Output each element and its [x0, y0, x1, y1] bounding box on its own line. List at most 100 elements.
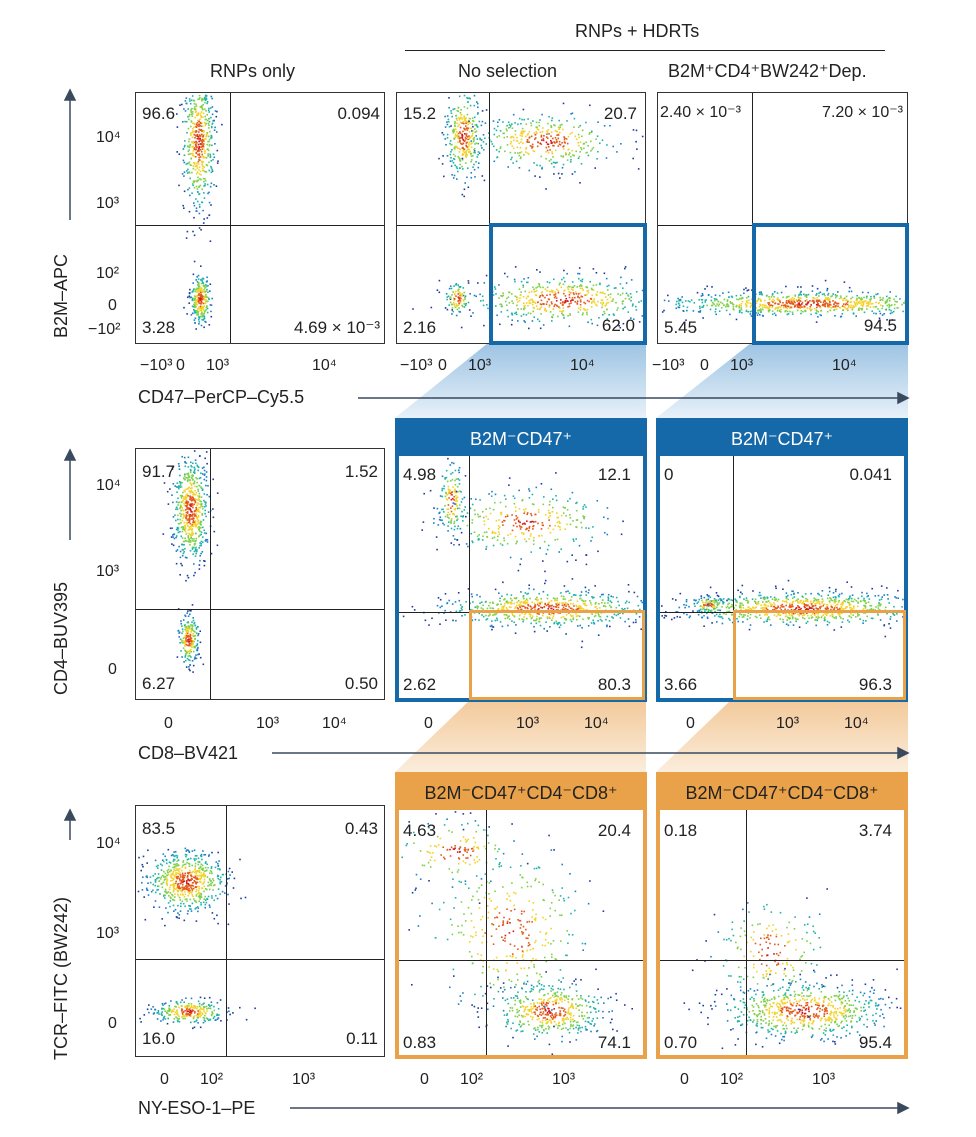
event-dot — [209, 324, 211, 326]
event-dot — [543, 135, 545, 137]
event-dot — [200, 113, 202, 115]
event-dot — [478, 143, 480, 145]
event-dot — [555, 162, 557, 164]
event-dot — [552, 511, 554, 513]
event-dot — [191, 628, 193, 630]
event-dot — [520, 147, 522, 149]
event-dot — [584, 504, 586, 506]
event-dot — [522, 128, 524, 130]
event-dot — [466, 133, 468, 135]
event-dot — [192, 123, 194, 125]
event-dot — [569, 592, 571, 594]
event-dot — [206, 476, 208, 478]
event-dot — [186, 488, 188, 490]
event-dot — [202, 210, 204, 212]
event-dot — [574, 118, 576, 120]
event-dot — [184, 625, 186, 627]
event-dot — [727, 304, 729, 306]
event-dot — [461, 615, 463, 617]
event-dot — [451, 499, 453, 501]
event-dot — [556, 512, 558, 514]
event-dot — [447, 137, 449, 139]
event-dot — [571, 596, 573, 598]
event-dot — [535, 598, 537, 600]
event-dot — [457, 284, 459, 286]
event-dot — [533, 162, 535, 164]
event-dot — [187, 575, 189, 577]
event-dot — [201, 309, 203, 311]
event-dot — [610, 606, 612, 608]
event-dot — [454, 529, 456, 531]
event-dot — [453, 129, 455, 131]
event-dot — [455, 470, 457, 472]
event-dot — [210, 107, 212, 109]
event-dot — [205, 516, 207, 518]
event-dot — [521, 139, 523, 141]
event-dot — [192, 540, 194, 542]
event-dot — [206, 463, 208, 465]
event-dot — [180, 484, 182, 486]
event-dot — [183, 528, 185, 530]
event-dot — [203, 467, 205, 469]
event-dot — [194, 470, 196, 472]
event-dot — [580, 147, 582, 149]
event-dot — [456, 123, 458, 125]
event-dot — [468, 122, 470, 124]
event-dot — [199, 564, 201, 566]
event-dot — [471, 142, 473, 144]
event-dot — [621, 534, 623, 536]
event-dot — [457, 486, 459, 488]
event-dot — [193, 150, 195, 152]
event-dot — [452, 472, 454, 474]
event-dot — [457, 156, 459, 158]
event-dot — [176, 151, 178, 153]
event-dot — [459, 467, 461, 469]
event-dot — [590, 602, 592, 604]
event-dot — [569, 514, 571, 516]
event-dot — [194, 109, 196, 111]
event-dot — [214, 157, 216, 159]
event-dot — [628, 591, 630, 593]
event-dot — [186, 103, 188, 105]
x-tick: 10³ — [468, 358, 491, 374]
event-dot — [553, 597, 555, 599]
event-dot — [189, 491, 191, 493]
event-dot — [461, 327, 463, 329]
event-dot — [182, 555, 184, 557]
event-dot — [498, 151, 500, 153]
event-dot — [454, 489, 456, 491]
event-dot — [185, 638, 187, 640]
event-dot — [184, 525, 186, 527]
event-dot — [189, 499, 191, 501]
event-dot — [541, 528, 543, 530]
event-dot — [547, 549, 549, 551]
event-dot — [545, 158, 547, 160]
event-dot — [527, 604, 529, 606]
event-dot — [182, 631, 184, 633]
event-dot — [512, 162, 514, 164]
event-dot — [188, 533, 190, 535]
event-dot — [450, 140, 452, 142]
event-dot — [559, 602, 561, 604]
event-dot — [201, 296, 203, 298]
event-dot — [195, 304, 197, 306]
event-dot — [604, 532, 606, 534]
event-dot — [557, 600, 559, 602]
event-dot — [200, 642, 202, 644]
event-dot — [534, 603, 536, 605]
event-dot — [438, 597, 440, 599]
event-dot — [200, 545, 202, 547]
event-dot — [585, 594, 587, 596]
event-dot — [468, 187, 470, 189]
event-dot — [464, 509, 466, 511]
event-dot — [541, 168, 543, 170]
quad-upper-right: 20.7 — [604, 105, 637, 122]
event-dot — [527, 118, 529, 120]
event-dot — [201, 541, 203, 543]
event-dot — [194, 486, 196, 488]
event-dot — [848, 598, 850, 600]
event-dot — [572, 492, 574, 494]
event-dot — [516, 137, 518, 139]
connector-wedge-blue-1 — [395, 343, 646, 418]
event-dot — [513, 525, 515, 527]
